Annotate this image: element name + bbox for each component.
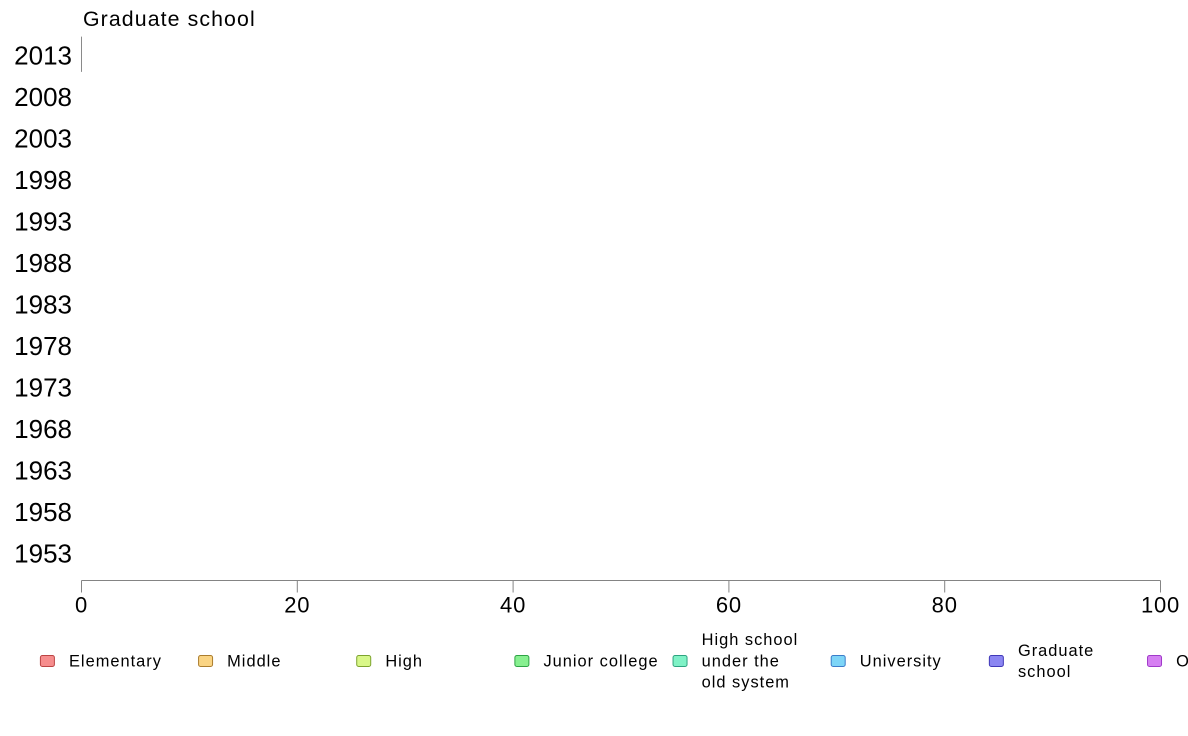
svg-text:1983: 1983	[14, 289, 72, 319]
svg-text:80: 80	[932, 592, 958, 617]
svg-text:school: school	[1018, 663, 1071, 681]
svg-text:100: 100	[1141, 592, 1180, 617]
svg-text:2003: 2003	[14, 123, 72, 153]
svg-text:0: 0	[75, 592, 88, 617]
svg-text:1963: 1963	[14, 455, 72, 485]
svg-text:1973: 1973	[14, 372, 72, 402]
svg-text:High school: High school	[702, 631, 799, 649]
svg-text:60: 60	[716, 592, 742, 617]
svg-text:2013: 2013	[14, 40, 72, 70]
svg-text:20: 20	[284, 592, 310, 617]
svg-text:Junior college: Junior college	[543, 653, 658, 671]
svg-text:Graduate: Graduate	[1018, 642, 1094, 660]
svg-text:1953: 1953	[14, 538, 72, 568]
svg-text:1978: 1978	[14, 331, 72, 361]
svg-text:Middle: Middle	[227, 653, 281, 671]
svg-text:Other: Other	[1176, 653, 1188, 671]
svg-text:2008: 2008	[14, 82, 72, 112]
svg-text:40: 40	[500, 592, 526, 617]
svg-text:old system: old system	[702, 673, 790, 691]
svg-text:1993: 1993	[14, 206, 72, 236]
svg-text:1998: 1998	[14, 165, 72, 195]
svg-text:Elementary: Elementary	[69, 653, 162, 671]
svg-text:University: University	[860, 653, 942, 671]
svg-text:1968: 1968	[14, 414, 72, 444]
svg-text:Graduate school: Graduate school	[83, 7, 256, 31]
svg-text:under the: under the	[702, 653, 780, 671]
svg-text:1958: 1958	[14, 497, 72, 527]
svg-text:1988: 1988	[14, 248, 72, 278]
svg-text:High: High	[385, 653, 423, 671]
